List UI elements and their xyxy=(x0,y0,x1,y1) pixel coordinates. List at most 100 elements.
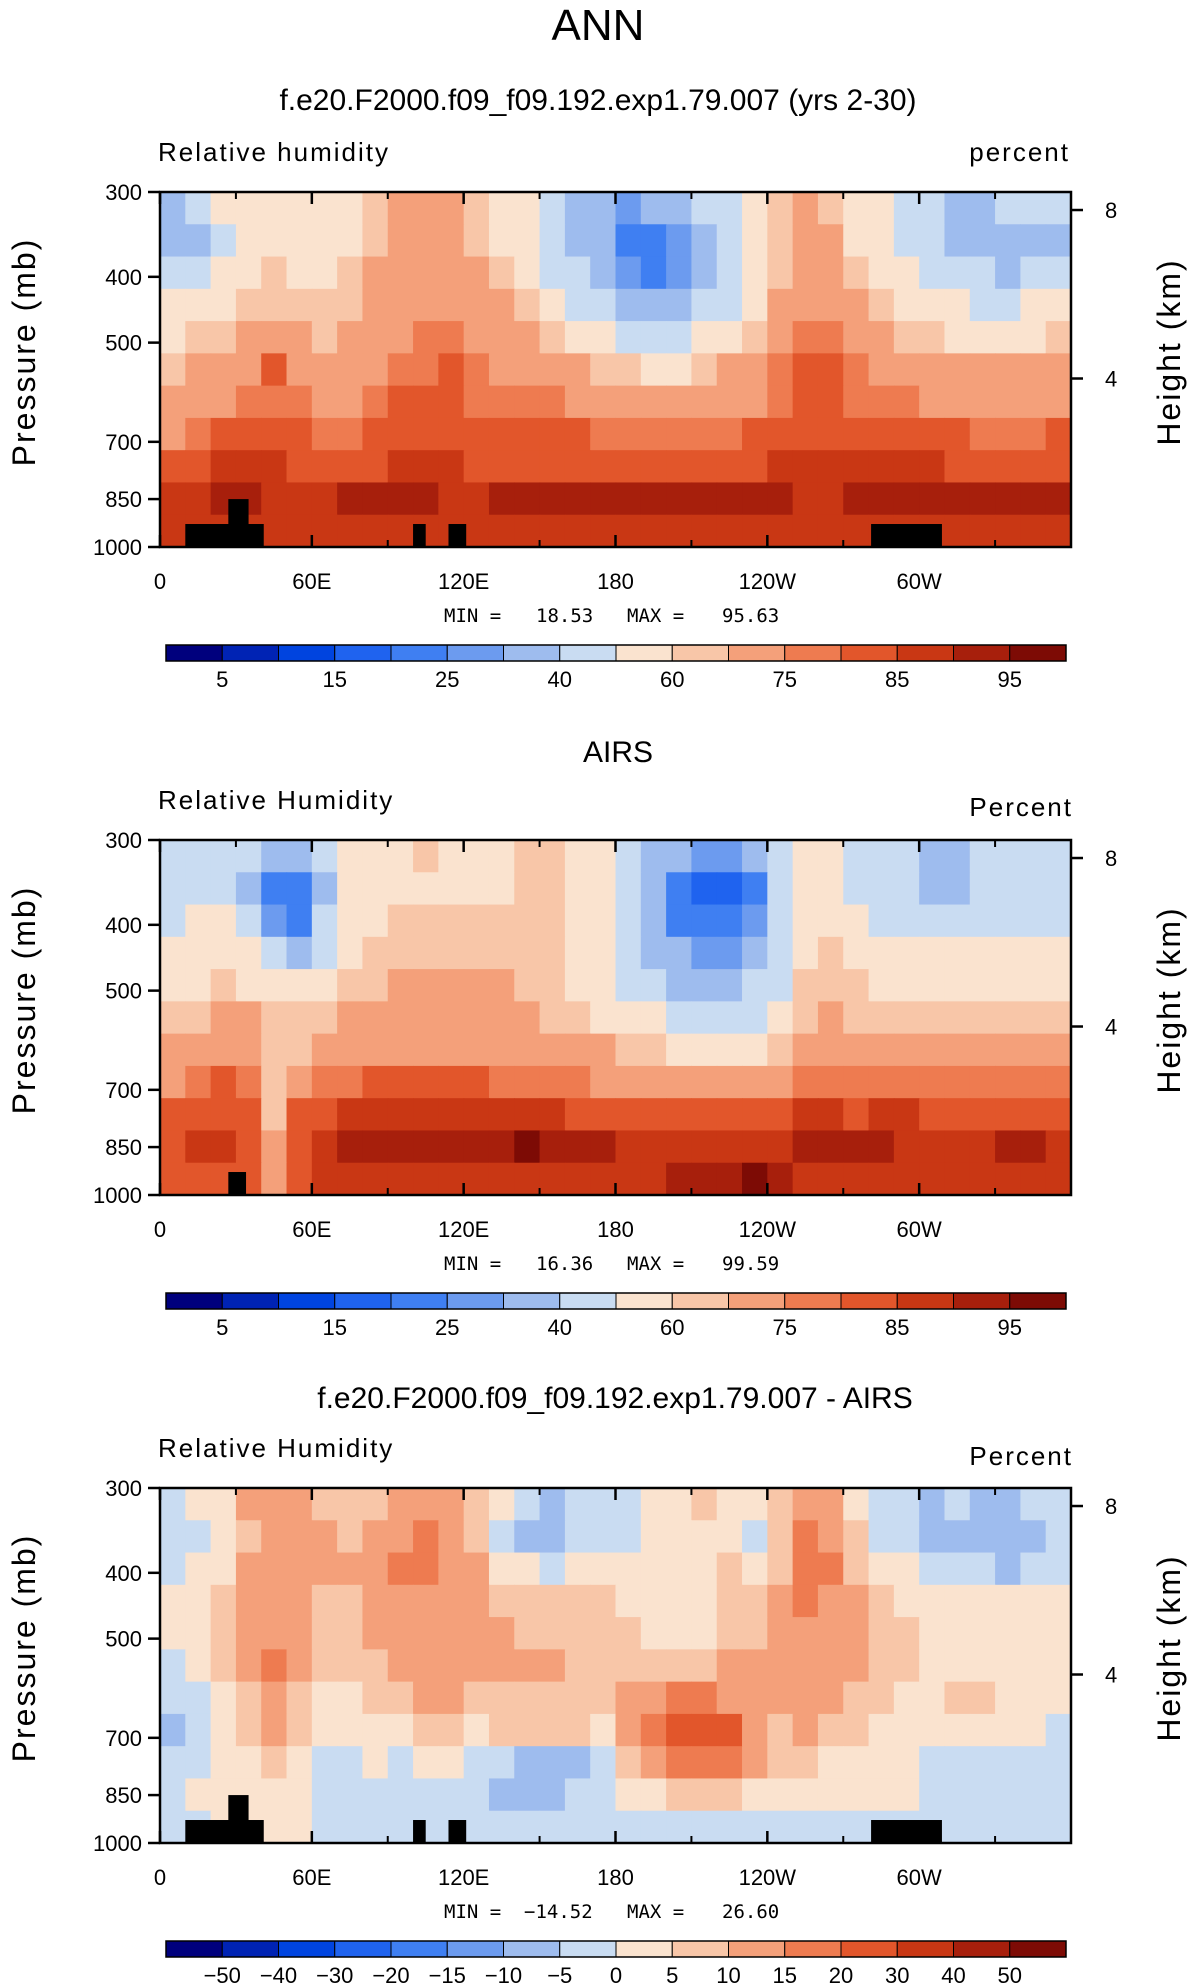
field-cell xyxy=(590,353,617,387)
field-cell xyxy=(539,1162,566,1196)
field-cell xyxy=(742,840,768,873)
field-cell xyxy=(716,936,743,970)
x-tick-label: 180 xyxy=(597,1865,634,1890)
field-cell xyxy=(615,1617,642,1650)
field-cell xyxy=(337,1778,364,1812)
field-cell xyxy=(969,904,996,938)
field-cell xyxy=(488,1584,515,1618)
field-cell xyxy=(261,936,288,970)
y-tick-label: 1000 xyxy=(93,535,142,560)
field-cell xyxy=(1020,969,1047,1002)
field-cell xyxy=(969,321,996,354)
field-cell xyxy=(539,417,566,451)
field-cell xyxy=(640,353,667,387)
field-cell xyxy=(1045,1681,1072,1715)
min-value: 18.53 xyxy=(536,605,593,627)
field-cell xyxy=(1045,1488,1072,1521)
field-cell xyxy=(716,1488,743,1521)
field-cell xyxy=(792,482,819,516)
field-cell xyxy=(1045,969,1072,1002)
field-cell xyxy=(185,256,212,290)
field-cell xyxy=(261,969,288,1002)
field-cell xyxy=(362,840,389,873)
field-cell xyxy=(286,1617,313,1650)
panel-title: f.e20.F2000.f09_f09.192.exp1.79.007 (yrs… xyxy=(279,84,916,117)
field-cell xyxy=(438,224,465,258)
field-cell xyxy=(261,904,288,938)
field-cell xyxy=(742,969,768,1002)
field-cell xyxy=(640,450,667,484)
field-cell xyxy=(261,514,288,548)
field-cell xyxy=(1045,353,1072,387)
colorbar-swatch xyxy=(784,1940,842,1958)
field-cell xyxy=(817,1488,844,1521)
field-cell xyxy=(742,872,768,906)
field-cell xyxy=(716,1162,743,1196)
colorbar-swatch xyxy=(671,1292,729,1310)
field-cell xyxy=(640,1065,667,1099)
field-cell xyxy=(615,840,642,873)
field-cell xyxy=(362,288,389,322)
field-cell xyxy=(792,417,819,451)
field-cell xyxy=(716,1033,743,1067)
field-cell xyxy=(286,1552,313,1586)
field-cell xyxy=(817,1713,844,1747)
field-cell xyxy=(235,1033,262,1067)
field-cell xyxy=(1020,224,1047,258)
field-cell xyxy=(463,417,490,451)
field-cell xyxy=(995,1713,1021,1747)
field-cell xyxy=(666,192,693,225)
field-cell xyxy=(438,385,465,419)
field-cell xyxy=(261,385,288,419)
field-cell xyxy=(919,872,946,906)
field-cell xyxy=(893,1552,920,1586)
field-cell xyxy=(185,1681,212,1715)
field-cell xyxy=(640,224,667,258)
field-cell xyxy=(488,1778,515,1812)
colorbar-label: 25 xyxy=(435,1315,459,1340)
field-cell xyxy=(817,288,844,322)
field-cell xyxy=(210,1713,237,1747)
colorbar-frame xyxy=(165,1940,1067,1958)
field-cell xyxy=(767,1033,794,1067)
field-cell xyxy=(1020,1130,1047,1164)
field-cell xyxy=(691,288,718,322)
field-cell xyxy=(590,904,617,938)
field-cell xyxy=(210,1098,237,1132)
field-cell xyxy=(564,1098,591,1132)
field-cell xyxy=(843,192,870,225)
field-cell xyxy=(387,256,414,290)
field-cell xyxy=(286,224,313,258)
x-tick-label: 120E xyxy=(438,1865,489,1890)
field-cell xyxy=(413,1649,439,1683)
field-cell xyxy=(666,1584,693,1618)
y-axis-label: Pressure (mb) xyxy=(6,886,42,1115)
field-cell xyxy=(1020,1617,1047,1650)
field-cell xyxy=(590,385,617,419)
field-cell xyxy=(160,840,186,873)
field-cell xyxy=(817,321,844,354)
field-cell xyxy=(767,1810,794,1844)
left-label: Relative Humidity xyxy=(158,785,394,815)
field-cell xyxy=(868,353,895,387)
field-cell xyxy=(362,936,389,970)
field-cell xyxy=(1020,385,1047,419)
field-cell xyxy=(210,1552,237,1586)
field-cell xyxy=(160,969,186,1002)
field-cell xyxy=(311,353,338,387)
field-cell xyxy=(160,321,186,354)
field-cell xyxy=(387,1065,414,1099)
colorbar-swatch xyxy=(390,1940,448,1958)
field-cell xyxy=(792,256,819,290)
field-cell xyxy=(615,514,642,548)
field-cell xyxy=(969,192,996,225)
topography-block xyxy=(185,524,264,547)
field-cell xyxy=(387,872,414,906)
x-tick-label: 120W xyxy=(739,569,797,594)
field-cell xyxy=(438,969,465,1002)
field-cell xyxy=(514,482,541,516)
field-cell xyxy=(919,904,946,938)
field-cell xyxy=(995,256,1021,290)
field-cell xyxy=(337,1649,364,1683)
field-cell xyxy=(362,1162,389,1196)
